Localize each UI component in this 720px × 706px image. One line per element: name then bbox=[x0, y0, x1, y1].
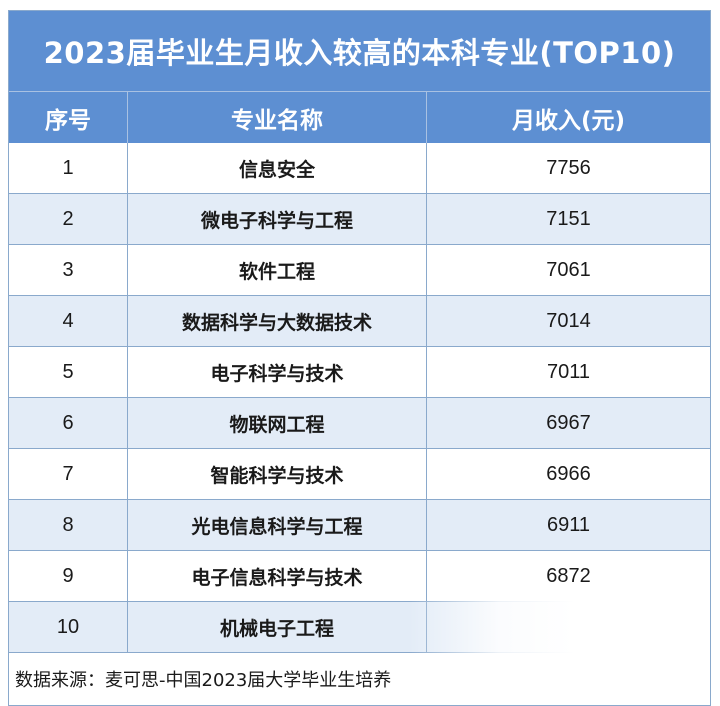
header-major: 专业名称 bbox=[127, 92, 426, 143]
cell-income: 6911 bbox=[426, 500, 710, 550]
table-row: 5 电子科学与技术 7011 bbox=[9, 347, 710, 398]
cell-rank: 7 bbox=[62, 462, 74, 485]
table-body: 1 信息安全 7756 2 微电子科学与工程 7151 3 软件工程 7061 … bbox=[9, 143, 710, 653]
table-title: 2023届毕业生月收入较高的本科专业(TOP10) bbox=[9, 11, 710, 91]
cell-major: 智能科学与技术 bbox=[127, 449, 426, 499]
cell-rank: 10 bbox=[56, 615, 80, 638]
cell-rank: 8 bbox=[62, 513, 74, 536]
table-row: 9 电子信息科学与技术 6872 bbox=[9, 551, 710, 602]
table-row: 7 智能科学与技术 6966 bbox=[9, 449, 710, 500]
cell-income: 7151 bbox=[426, 194, 710, 244]
cell-income bbox=[426, 602, 710, 652]
header-rank: 序号 bbox=[45, 107, 91, 134]
cell-income: 6872 bbox=[426, 551, 710, 601]
cell-major: 光电信息科学与工程 bbox=[127, 500, 426, 550]
cell-rank: 9 bbox=[62, 564, 74, 587]
cell-income: 7061 bbox=[426, 245, 710, 295]
table-row: 10 机械电子工程 bbox=[9, 602, 710, 653]
data-source-note: 数据来源：麦可思-中国2023届大学毕业生培养 bbox=[15, 670, 392, 691]
table-row: 6 物联网工程 6967 bbox=[9, 398, 710, 449]
table-row: 8 光电信息科学与工程 6911 bbox=[9, 500, 710, 551]
cell-income: 7014 bbox=[426, 296, 710, 346]
cell-major: 微电子科学与工程 bbox=[127, 194, 426, 244]
cell-rank: 3 bbox=[62, 258, 74, 281]
cell-major: 信息安全 bbox=[127, 143, 426, 193]
income-table: 2023届毕业生月收入较高的本科专业(TOP10) 序号 专业名称 月收入(元)… bbox=[8, 10, 711, 706]
cell-income: 6967 bbox=[426, 398, 710, 448]
table-header-row: 序号 专业名称 月收入(元) bbox=[9, 91, 710, 143]
cell-major: 软件工程 bbox=[127, 245, 426, 295]
cell-major: 机械电子工程 bbox=[127, 602, 426, 652]
cell-major: 数据科学与大数据技术 bbox=[127, 296, 426, 346]
table-row: 2 微电子科学与工程 7151 bbox=[9, 194, 710, 245]
cell-rank: 5 bbox=[62, 360, 74, 383]
header-income: 月收入(元) bbox=[426, 92, 710, 143]
cell-major: 电子科学与技术 bbox=[127, 347, 426, 397]
cell-major: 物联网工程 bbox=[127, 398, 426, 448]
table-row: 3 软件工程 7061 bbox=[9, 245, 710, 296]
cell-rank: 4 bbox=[62, 309, 74, 332]
cell-income: 6966 bbox=[426, 449, 710, 499]
cell-income: 7756 bbox=[426, 143, 710, 193]
table-row: 1 信息安全 7756 bbox=[9, 143, 710, 194]
table-row: 4 数据科学与大数据技术 7014 bbox=[9, 296, 710, 347]
cell-income: 7011 bbox=[426, 347, 710, 397]
cell-rank: 2 bbox=[62, 207, 74, 230]
cell-major: 电子信息科学与技术 bbox=[127, 551, 426, 601]
cell-rank: 6 bbox=[62, 411, 74, 434]
cell-rank: 1 bbox=[62, 156, 74, 179]
